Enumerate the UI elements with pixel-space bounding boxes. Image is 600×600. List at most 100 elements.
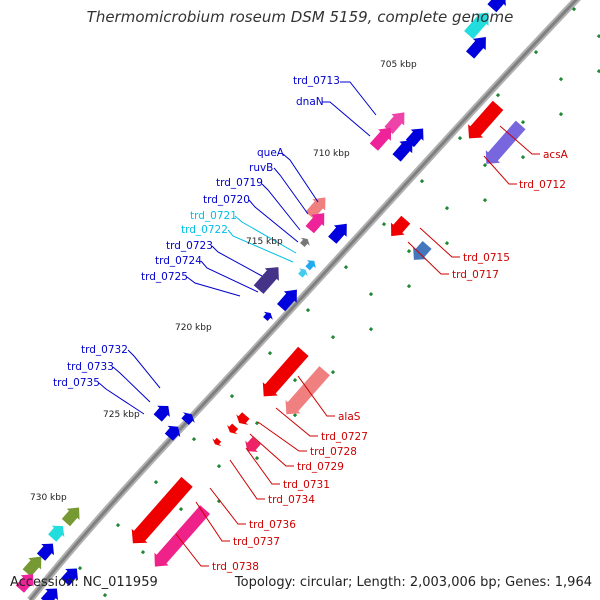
tick-725: 725 kbp [103,410,140,420]
gene-label-trd_0712[interactable]: trd_0712 [519,179,566,191]
gc-dot [406,249,412,254]
gene-label-trd_0721[interactable]: trd_0721 [190,210,237,222]
reverse-gene-labels: acsA trd_0712 trd_0715 trd_0717 alaS trd… [212,149,569,573]
gene-trd_0729[interactable] [227,423,239,435]
gene-label-trd_0733[interactable]: trd_0733 [67,361,114,373]
gene-label-trd_0720[interactable]: trd_0720 [203,194,250,206]
gene-label-trd_0719[interactable]: trd_0719 [216,177,263,189]
kbp-ticks: 705 kbp 710 kbp 715 kbp 720 kbp 725 kbp … [30,60,417,503]
gene-label-trd_0717[interactable]: trd_0717 [452,269,499,281]
gene-trd_0731[interactable] [245,437,261,452]
label-leader-lines [98,81,540,567]
gene-ruvB[interactable] [305,213,325,234]
gc-dot [444,241,450,246]
gene-trd_0712[interactable] [485,120,526,164]
gene-blue-top-2[interactable] [466,37,486,59]
gene-label-ruvB[interactable]: ruvB [249,162,273,174]
gene-blue-bottom-1[interactable] [36,543,54,561]
gene-acsA[interactable] [468,100,504,139]
gene-label-trd_0729[interactable]: trd_0729 [297,461,344,473]
gene-trd_0715[interactable] [391,215,411,237]
gene-blue-bottom-2[interactable] [60,568,78,586]
gene-trd_0719[interactable] [328,223,347,244]
gc-dot [482,198,488,203]
leader-trd_0722 [227,229,294,263]
leader-trd_0728 [257,421,307,452]
gc-dot [558,77,564,82]
gene-blue-top[interactable] [487,0,506,13]
gene-label-trd_0738[interactable]: trd_0738 [212,561,259,573]
gene-label-trd_0731[interactable]: trd_0731 [283,479,330,491]
gene-cyan-top[interactable] [464,12,489,40]
gene-label-trd_0736[interactable]: trd_0736 [249,519,296,531]
gc-dot [482,163,488,168]
gene-label-trd_0732[interactable]: trd_0732 [81,344,128,356]
gene-trd_0723[interactable] [253,267,279,294]
gene-label-trd_0728[interactable]: trd_0728 [310,446,357,458]
gene-olive-1[interactable] [61,507,80,527]
leader-trd_0721 [234,215,297,254]
gene-label-trd_0737[interactable]: trd_0737 [233,536,280,548]
gene-blue-bottom-3[interactable] [40,588,58,600]
leader-trd_0725 [186,276,241,297]
map-title: Thermomicrobium roseum DSM 5159, complet… [86,8,514,26]
gene-trd_0725[interactable] [263,311,273,321]
gene-label-alaS[interactable]: alaS [338,411,361,423]
leader-trd_0724 [200,260,259,293]
gene-label-queA[interactable]: queA [257,147,285,159]
gene-label-trd_0734[interactable]: trd_0734 [268,494,315,506]
gc-dot [153,480,159,485]
gc-dot [330,370,336,375]
gene-dnaN-c[interactable] [405,128,424,148]
gene-dnaN-b[interactable] [392,140,413,162]
leader-trd_0713 [340,81,377,116]
gene-alaS[interactable] [262,346,309,397]
gene-label-trd_0727[interactable]: trd_0727 [321,431,368,443]
leader-trd_0732 [127,349,161,389]
gene-trd_0736[interactable] [131,476,193,544]
leader-trd_0727 [275,407,318,437]
gene-label-acsA[interactable]: acsA [543,149,569,161]
gene-trd_0733[interactable] [164,425,181,441]
leader-acsA [499,125,540,155]
gene-trd_0735[interactable] [181,412,195,425]
gc-dot [191,437,197,442]
gene-trd_0724[interactable] [277,289,297,312]
gene-trd_0717[interactable] [413,241,432,260]
gene-trd_0732[interactable] [153,405,170,422]
gene-label-trd_0725[interactable]: trd_0725 [141,271,188,283]
gene-dnaN-a[interactable] [369,127,392,151]
gc-dot [229,394,235,399]
gene-olive-2[interactable] [22,556,42,577]
gc-dot [457,136,463,141]
leader-trd_0733 [112,366,151,403]
gene-queA[interactable] [305,197,326,219]
gene-label-trd_0723[interactable]: trd_0723 [166,240,213,252]
gc-dot [368,327,374,332]
gene-label-trd_0715[interactable]: trd_0715 [463,252,510,264]
leader-trd_0719 [261,183,301,231]
genome-backbone [27,0,581,600]
gene-trd_0737[interactable] [154,505,210,567]
gene-pink-bottom[interactable] [15,574,34,593]
gc-dot [571,7,577,12]
gene-trd_0720[interactable] [300,237,310,247]
gc-dot [292,378,298,383]
leader-trd_0734 [229,459,265,500]
leader-trd_0712 [483,155,517,185]
gc-dot [216,464,222,469]
gene-trd_0721[interactable] [305,260,316,271]
gene-label-trd_0735[interactable]: trd_0735 [53,377,100,389]
gene-trd_0728[interactable] [236,412,250,425]
gc-dot [495,93,501,98]
gc-dot [292,413,298,418]
gene-trd_0722[interactable] [298,268,308,278]
gene-label-trd_0713[interactable]: trd_0713 [293,75,340,87]
gene-label-trd_0724[interactable]: trd_0724 [155,255,202,267]
gene-cyan-2[interactable] [48,525,65,542]
gene-trd_0734[interactable] [212,437,222,447]
gene-label-trd_0722[interactable]: trd_0722 [181,224,228,236]
leader-trd_0715 [419,227,460,258]
gene-label-dnaN[interactable]: dnaN [296,96,324,108]
